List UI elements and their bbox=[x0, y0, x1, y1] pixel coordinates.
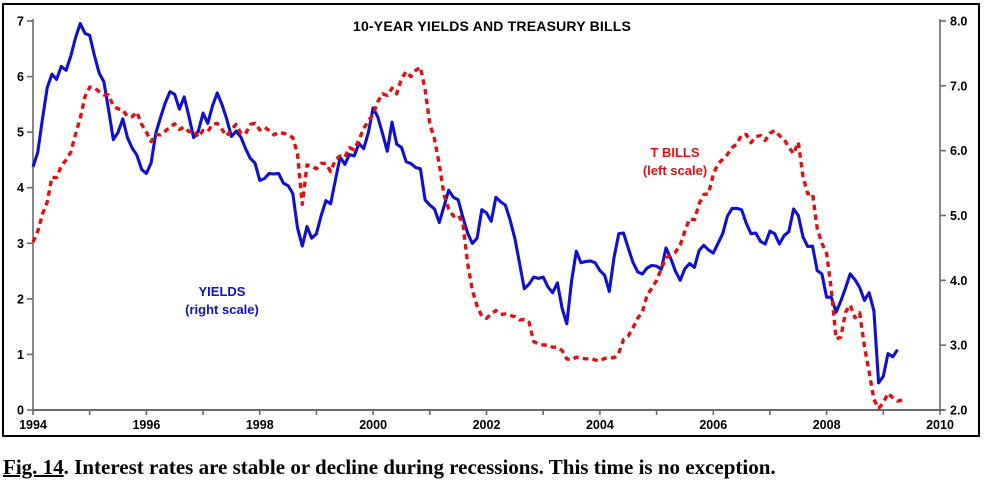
chart-title: 10-YEAR YIELDS AND TREASURY BILLS bbox=[352, 18, 632, 34]
line-chart: 0 1 2 3 4 5 6 7 2.0 3.0 4.0 5.0 6.0 7.0 8.0 1994 1996 199… bbox=[17, 15, 967, 433]
left-axis-tick-label: 0 bbox=[17, 404, 24, 418]
right-axis-tick-label: 3.0 bbox=[950, 339, 967, 353]
right-axis-tick-label: 4.0 bbox=[950, 274, 967, 288]
x-axis-tick-label: 2000 bbox=[359, 418, 387, 432]
yields-series-label-line2: (right scale) bbox=[185, 302, 259, 317]
series-t-bills bbox=[31, 65, 903, 410]
x-axis-tick-label: 2006 bbox=[699, 418, 727, 432]
left-axis-tick-label: 5 bbox=[17, 126, 24, 140]
right-axis-tick-label: 7.0 bbox=[950, 79, 967, 93]
series-yields bbox=[31, 22, 899, 385]
figure-caption-text: . Interest rates are stable or decline d… bbox=[63, 455, 776, 479]
left-axis-tick-label: 4 bbox=[17, 181, 24, 195]
right-axis-tick-label: 5.0 bbox=[950, 209, 967, 223]
x-axis-tick-label: 2004 bbox=[586, 418, 614, 432]
x-axis-tick-label: 1998 bbox=[246, 418, 274, 432]
x-axis-tick-label: 1994 bbox=[19, 418, 47, 432]
yields-series-label: YIELDS (right scale) bbox=[142, 283, 302, 319]
right-axis-tick-label: 6.0 bbox=[950, 144, 967, 158]
figure-caption-label: Fig. 14 bbox=[3, 455, 64, 479]
yields-series-label-line1: YIELDS bbox=[198, 284, 246, 299]
left-axis-tick-label: 6 bbox=[17, 70, 24, 84]
x-axis-tick-label: 1996 bbox=[132, 418, 160, 432]
left-axis-tick-label: 7 bbox=[17, 15, 24, 29]
right-axis-tick-label: 2.0 bbox=[950, 404, 967, 418]
left-axis-tick-label: 2 bbox=[17, 292, 24, 306]
figure-caption: Fig. 14. Interest rates are stable or de… bbox=[3, 455, 981, 480]
tbills-series-label-line2: (left scale) bbox=[642, 163, 708, 178]
x-axis-tick-label: 2002 bbox=[473, 418, 501, 432]
x-axis-tick-label: 2010 bbox=[926, 418, 954, 432]
left-axis-tick-label: 1 bbox=[17, 348, 24, 362]
right-axis-tick-label: 8.0 bbox=[950, 15, 967, 29]
tbills-series-label-line1: T BILLS bbox=[650, 145, 700, 160]
left-axis-tick-label: 3 bbox=[17, 237, 24, 251]
tbills-series-label: T BILLS (left scale) bbox=[595, 144, 755, 180]
x-axis-tick-label: 2008 bbox=[813, 418, 841, 432]
